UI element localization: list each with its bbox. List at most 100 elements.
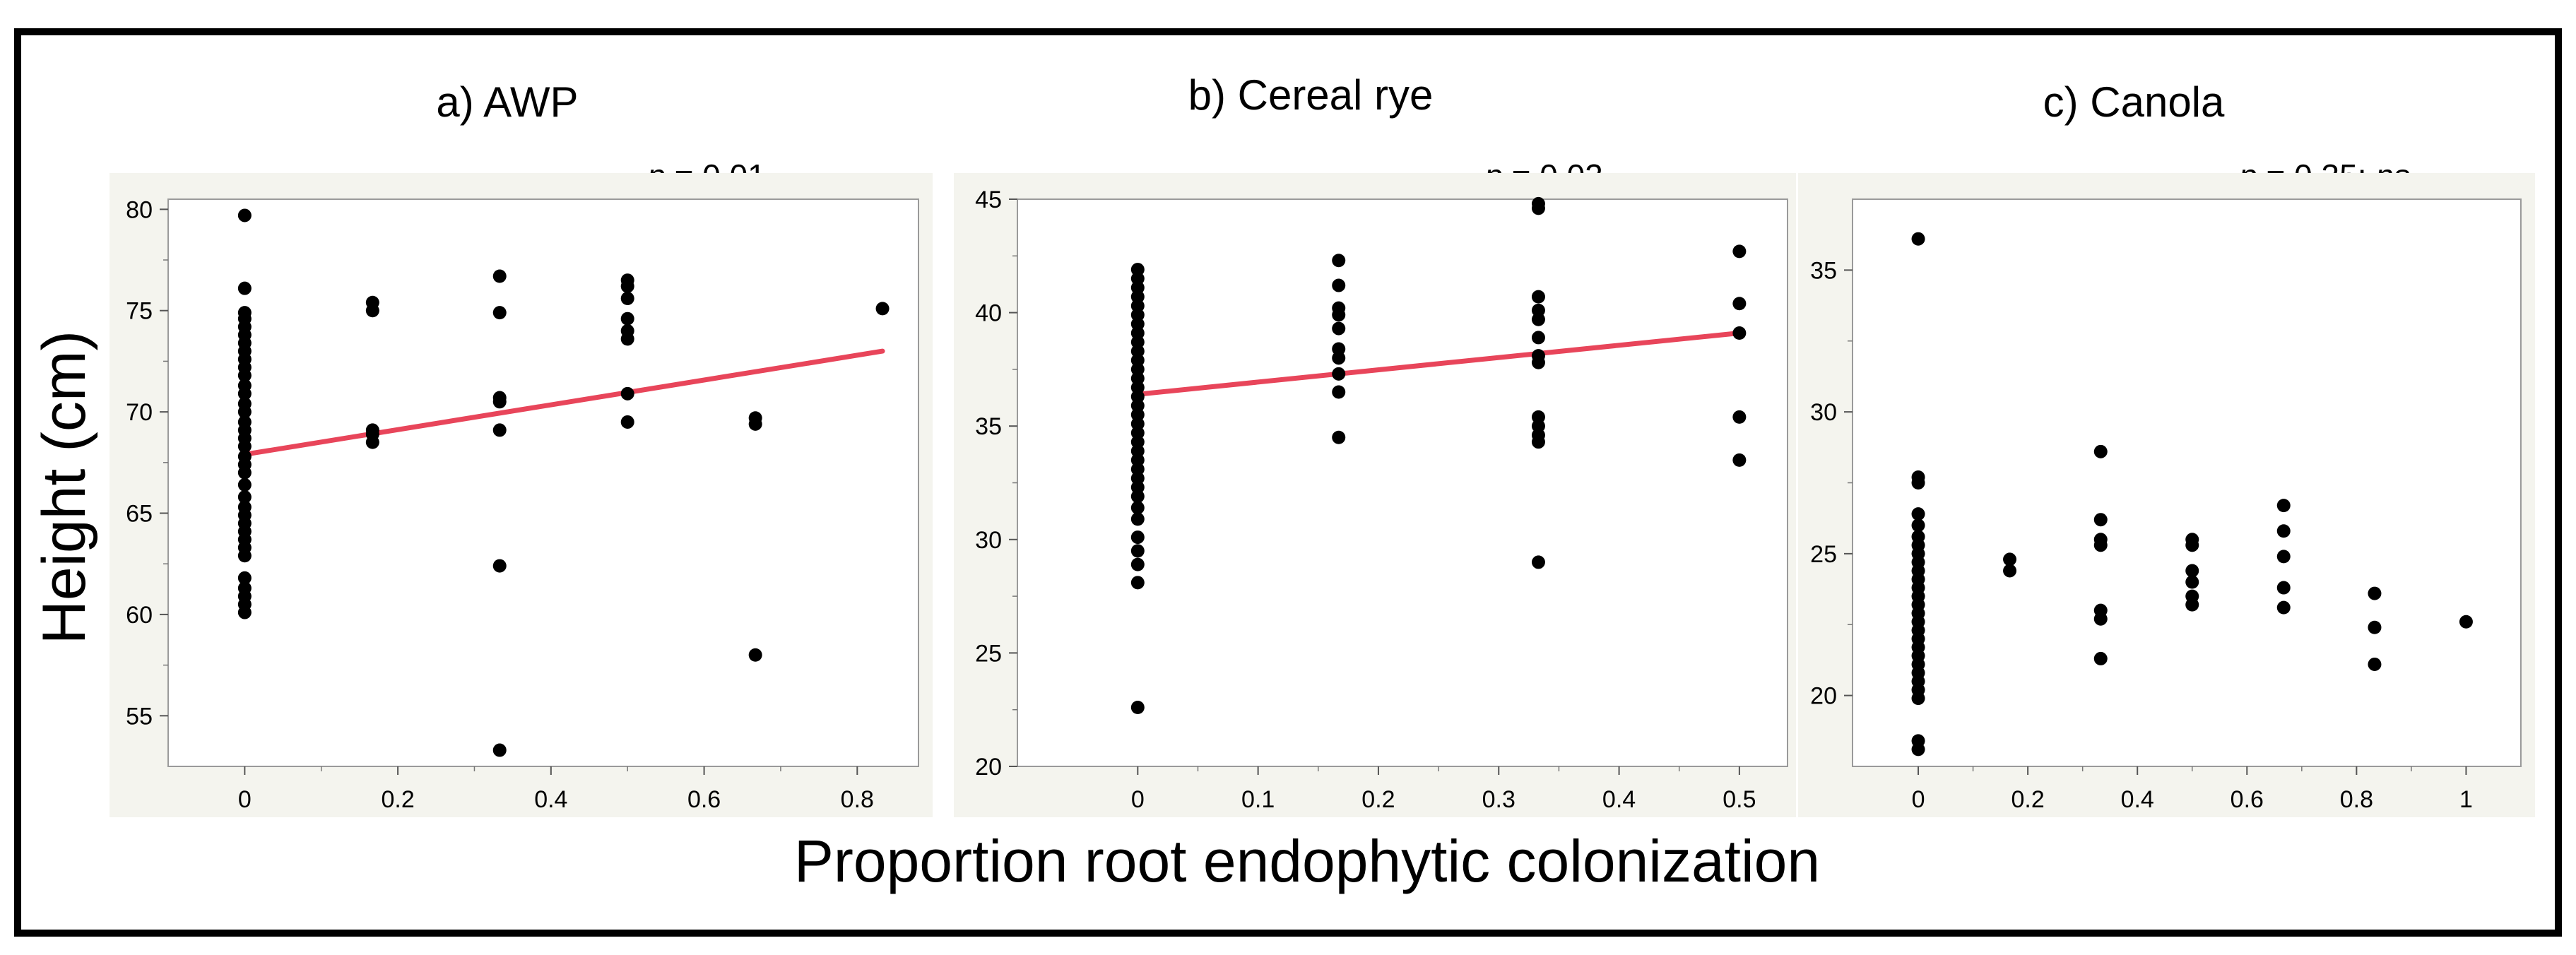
data-point <box>1332 278 1346 292</box>
y-tick-label: 35 <box>1810 257 1837 284</box>
y-tick-label: 20 <box>1810 683 1837 710</box>
y-tick-label: 30 <box>975 527 1002 554</box>
y-tick-label: 55 <box>126 703 153 730</box>
panel-title: a) AWP <box>436 78 578 126</box>
data-point <box>2003 552 2017 567</box>
x-tick-label: 0 <box>238 786 252 813</box>
axes-frame <box>167 198 919 767</box>
panel-title: c) Canola <box>2043 78 2225 126</box>
data-point <box>2276 524 2291 538</box>
data-point <box>2276 600 2291 615</box>
x-tick-label: 0.3 <box>1482 786 1516 813</box>
data-point <box>237 571 252 585</box>
data-point <box>1911 742 1925 757</box>
data-point <box>1531 331 1545 345</box>
data-point <box>2368 586 2382 600</box>
data-point <box>620 312 634 326</box>
x-tick-label: 0 <box>1131 786 1145 813</box>
data-point <box>1732 453 1747 467</box>
data-point <box>620 279 634 293</box>
x-tick-label: 0.1 <box>1241 786 1275 813</box>
y-tick-label: 30 <box>1810 399 1837 426</box>
data-point <box>1732 297 1747 311</box>
data-point <box>2276 581 2291 595</box>
data-point <box>1531 290 1545 304</box>
data-point <box>1332 308 1346 322</box>
data-point <box>2093 651 2108 665</box>
data-point <box>1531 312 1545 326</box>
data-point <box>875 302 890 316</box>
data-point <box>2185 598 2199 612</box>
y-axis-title: Height (cm) <box>30 331 98 644</box>
data-point <box>237 439 252 453</box>
data-point <box>1911 518 1925 533</box>
y-tick-label: 75 <box>126 298 153 325</box>
data-point <box>1130 544 1145 558</box>
data-point <box>2368 620 2382 634</box>
data-point <box>237 369 252 383</box>
x-tick-label: 0.5 <box>1723 786 1756 813</box>
x-axis-title: Proportion root endophytic colonization <box>794 828 1820 894</box>
data-point <box>1332 351 1346 365</box>
y-tick-label: 65 <box>126 501 153 528</box>
data-point <box>620 415 634 429</box>
data-point <box>1332 321 1346 336</box>
x-tick-label: 0.4 <box>534 786 567 813</box>
data-point <box>620 332 634 346</box>
panel-title: b) Cereal rye <box>1188 71 1434 119</box>
data-point <box>237 549 252 563</box>
x-tick-label: 0.4 <box>2121 786 2154 813</box>
panel-canola: c) Canola p = 0.35; ns 2025303500.20.40.… <box>1798 78 2535 817</box>
y-tick-label: 20 <box>975 754 1002 781</box>
data-point <box>1130 512 1145 526</box>
data-point <box>365 435 379 449</box>
data-point <box>748 648 762 662</box>
data-point <box>1732 326 1747 340</box>
data-point <box>2093 513 2108 527</box>
regression-line <box>1135 331 1742 397</box>
axes-frame <box>1852 198 2522 767</box>
data-point <box>1130 557 1145 571</box>
y-tick-label: 70 <box>126 399 153 426</box>
x-tick-label: 1 <box>2459 786 2473 813</box>
data-point <box>620 292 634 306</box>
data-point <box>237 405 252 419</box>
data-point <box>2276 499 2291 513</box>
x-tick-label: 0.8 <box>2340 786 2373 813</box>
y-tick-label: 25 <box>1810 541 1837 568</box>
data-point <box>492 423 507 437</box>
data-point <box>492 743 507 757</box>
x-tick-label: 0.2 <box>381 786 414 813</box>
x-tick-label: 0 <box>1912 786 1925 813</box>
data-point <box>237 465 252 480</box>
data-point <box>1130 576 1145 590</box>
data-point <box>1531 201 1545 215</box>
y-tick-label: 60 <box>126 602 153 629</box>
x-tick-label: 0.2 <box>2011 786 2044 813</box>
y-tick-label: 35 <box>975 413 1002 440</box>
data-point <box>1732 244 1747 259</box>
data-point <box>2185 538 2199 552</box>
y-tick-label: 45 <box>975 186 1002 213</box>
data-point <box>2459 615 2473 629</box>
data-point <box>237 386 252 401</box>
data-point <box>237 281 252 295</box>
data-point <box>748 417 762 431</box>
data-point <box>492 306 507 320</box>
plot-inner: 20 25 30 35 0 0.2 0.4 0.6 0.8 1 <box>1810 198 2522 813</box>
data-point <box>1332 430 1346 444</box>
data-point <box>620 386 634 401</box>
data-point <box>237 208 252 223</box>
data-point <box>1332 385 1346 399</box>
data-point <box>237 490 252 504</box>
y-tick-label: 40 <box>975 300 1002 327</box>
data-point <box>2093 538 2108 552</box>
data-point <box>1130 490 1145 504</box>
data-point <box>2276 550 2291 564</box>
regression-line <box>242 348 885 457</box>
data-point <box>1332 367 1346 381</box>
data-point <box>237 605 252 619</box>
plot-inner: 20 25 30 35 40 45 0 0.1 0.2 0.3 0.4 0.5 <box>975 186 1788 813</box>
data-point <box>1911 232 1925 246</box>
